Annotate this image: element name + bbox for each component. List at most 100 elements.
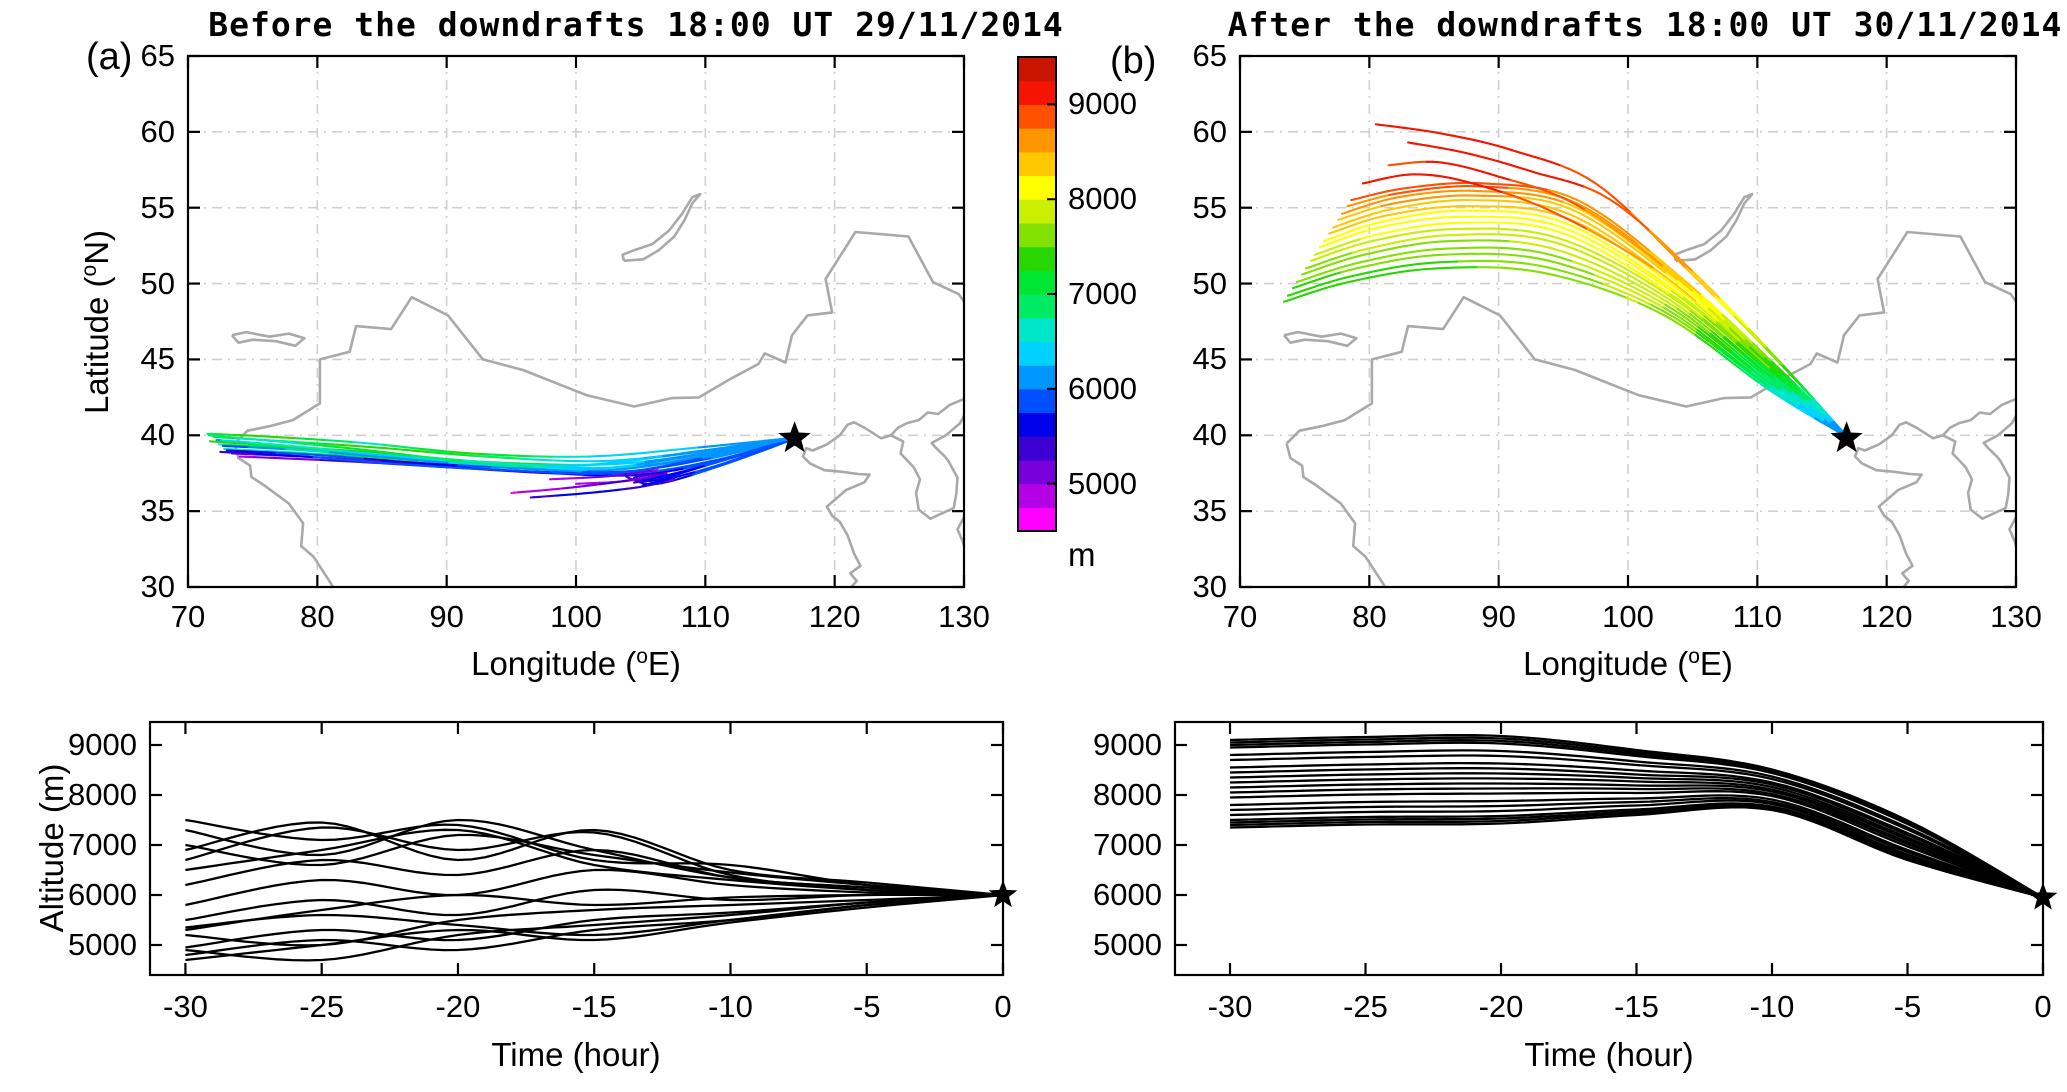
alt-b-xlabel: Time (hour) — [1524, 1036, 1694, 1073]
map-x-tick-label: 110 — [680, 599, 731, 634]
coastline — [1285, 230, 2018, 445]
panel-a-label: (a) — [86, 36, 133, 78]
map-y-tick-label: 45 — [140, 341, 175, 377]
coastline — [889, 397, 966, 520]
ylabel-text: N) — [78, 229, 115, 265]
map-x-tick-label: 70 — [170, 599, 206, 634]
map-x-tick-label: 90 — [1481, 599, 1516, 634]
time-tick-label: -15 — [571, 989, 617, 1024]
map-y-tick-label: 55 — [140, 189, 175, 225]
time-tick-label: -10 — [1749, 989, 1795, 1024]
alt-a-ylabel: Altitude (m) — [33, 763, 70, 933]
arrival-star-marker — [2028, 882, 2058, 910]
colorbar-tick-label: 6000 — [1068, 370, 1137, 406]
map-x-tick-label: 80 — [1352, 599, 1387, 634]
map-b-xlabel: Longitude (oE) — [1523, 645, 1733, 683]
map-y-tick-label: 30 — [1192, 569, 1227, 604]
time-tick-label: -30 — [163, 989, 208, 1024]
coastline — [1941, 397, 2018, 520]
time-tick-label: -10 — [708, 989, 753, 1024]
map-x-tick-label: 100 — [550, 599, 602, 634]
map-x-tick-label: 120 — [808, 599, 861, 634]
coastline — [1285, 443, 1387, 588]
coastline — [801, 421, 892, 588]
map-x-tick-label: 80 — [300, 599, 335, 634]
coastline — [1853, 421, 1944, 588]
colorbar-unit-label: m — [1068, 536, 1096, 573]
coastline — [1283, 330, 1358, 348]
time-tick-label: 0 — [2034, 989, 2052, 1024]
time-tick-label: -5 — [852, 989, 881, 1024]
time-tick-label: -25 — [299, 989, 345, 1024]
map-y-tick-label: 50 — [1192, 265, 1227, 301]
source-star-marker — [1830, 421, 1863, 453]
map-x-tick-label: 70 — [1222, 599, 1258, 634]
time-tick-label: 0 — [994, 989, 1012, 1024]
colorbar-tick-label: 7000 — [1068, 276, 1137, 311]
altitude-before — [148, 720, 1018, 977]
map-y-tick-label: 40 — [140, 417, 175, 453]
altitude-tick-label: 8000 — [68, 777, 137, 812]
time-tick-label: -30 — [1207, 989, 1253, 1024]
map-y-tick-label: 35 — [1192, 493, 1227, 529]
xlabel-text: E) — [1699, 645, 1733, 682]
map-y-tick-label: 65 — [1192, 38, 1227, 73]
time-tick-label: -15 — [1614, 989, 1659, 1024]
ylabel-text: Latitude ( — [78, 276, 115, 415]
map-y-tick-label: 60 — [1192, 113, 1227, 149]
panel-b-title: After the downdrafts 18:00 UT 30/11/2014 — [1227, 5, 2063, 44]
altitude-tick-label: 8000 — [1093, 777, 1162, 812]
map-before-trajectories — [206, 432, 797, 499]
arrival-star-marker — [988, 880, 1018, 908]
coastline — [233, 230, 966, 445]
panel-b-label: (b) — [1110, 40, 1157, 82]
altitude-tick-label: 7000 — [1093, 827, 1162, 862]
altitude-tick-label: 9000 — [68, 727, 137, 762]
degree-sup: o — [636, 645, 648, 668]
degree-sup: o — [78, 264, 101, 277]
colorbar-tick-label: 9000 — [1068, 86, 1137, 122]
source-star-marker — [778, 421, 811, 453]
map-after — [1238, 54, 2018, 589]
degree-sup: o — [1688, 645, 1700, 668]
map-y-tick-label: 30 — [140, 569, 175, 604]
map-a-ylabel: Latitude (oN) — [78, 230, 116, 414]
colorbar-tick-label: 5000 — [1068, 465, 1137, 501]
xlabel-text: Longitude ( — [471, 645, 637, 682]
map-after-trajectories — [1282, 123, 1849, 439]
map-y-tick-label: 45 — [1192, 341, 1227, 377]
map-y-tick-label: 65 — [140, 38, 175, 73]
panel-a-title: Before the downdrafts 18:00 UT 29/11/201… — [208, 5, 1064, 44]
map-x-tick-label: 130 — [938, 599, 990, 634]
map-x-tick-label: 130 — [1990, 599, 2042, 634]
colorbar — [1017, 56, 1057, 532]
xlabel-text: Longitude ( — [1523, 645, 1689, 682]
map-y-tick-label: 60 — [140, 113, 175, 149]
map-y-tick-label: 50 — [140, 265, 175, 301]
time-tick-label: -20 — [435, 989, 481, 1024]
map-y-tick-label: 55 — [1192, 189, 1227, 225]
coastline — [1673, 192, 1754, 263]
map-x-tick-label: 120 — [1860, 599, 1913, 634]
map-y-tick-label: 35 — [140, 493, 175, 529]
altitude-tick-label: 6000 — [1093, 877, 1162, 912]
altitude-before-curves — [185, 818, 1004, 962]
altitude-tick-label: 6000 — [68, 877, 137, 912]
alt-a-xlabel: Time (hour) — [491, 1036, 661, 1073]
map-a-xlabel: Longitude (oE) — [471, 645, 681, 683]
colorbar-tick-label: 8000 — [1068, 181, 1137, 217]
altitude-tick-label: 5000 — [1093, 927, 1162, 962]
coastline — [233, 443, 335, 588]
altitude-after-curves — [1229, 733, 2044, 899]
map-x-tick-label: 100 — [1602, 599, 1654, 634]
coastline — [621, 192, 702, 263]
altitude-tick-label: 5000 — [68, 927, 137, 962]
altitude-tick-label: 9000 — [1093, 727, 1162, 762]
time-tick-label: -20 — [1478, 989, 1524, 1024]
altitude-after — [1173, 720, 2058, 977]
map-x-tick-label: 110 — [1732, 599, 1783, 634]
altitude-tick-label: 7000 — [68, 827, 137, 862]
time-tick-label: -5 — [1893, 989, 1922, 1024]
